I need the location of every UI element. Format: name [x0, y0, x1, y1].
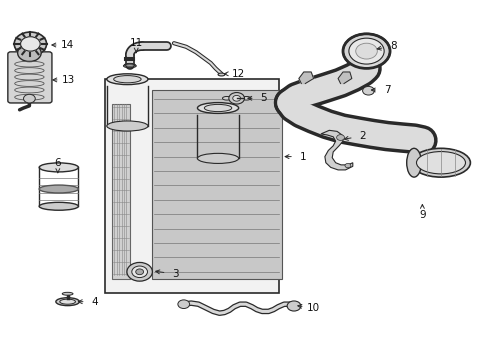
- Text: 8: 8: [390, 41, 396, 51]
- Circle shape: [136, 269, 144, 275]
- Ellipse shape: [56, 298, 79, 306]
- Ellipse shape: [218, 73, 225, 76]
- Bar: [152, 90, 282, 279]
- Circle shape: [18, 44, 41, 62]
- Ellipse shape: [39, 163, 78, 172]
- Circle shape: [349, 38, 384, 64]
- Ellipse shape: [407, 148, 421, 177]
- Text: 11: 11: [129, 38, 143, 48]
- Ellipse shape: [124, 63, 135, 66]
- Circle shape: [356, 43, 377, 59]
- Ellipse shape: [60, 299, 75, 304]
- Text: 3: 3: [172, 269, 178, 279]
- Circle shape: [233, 95, 241, 101]
- Ellipse shape: [416, 152, 466, 174]
- Text: 1: 1: [299, 152, 306, 162]
- Text: 6: 6: [54, 158, 61, 168]
- Text: 14: 14: [61, 40, 74, 50]
- Circle shape: [21, 37, 40, 51]
- Polygon shape: [338, 72, 352, 84]
- Text: 9: 9: [419, 210, 426, 220]
- Text: 4: 4: [91, 297, 98, 307]
- Ellipse shape: [39, 202, 78, 210]
- Text: 13: 13: [62, 75, 75, 85]
- Circle shape: [345, 163, 351, 168]
- Text: 2: 2: [359, 131, 366, 141]
- Circle shape: [178, 300, 190, 309]
- Text: 10: 10: [307, 303, 320, 313]
- Text: 5: 5: [260, 93, 267, 103]
- Circle shape: [343, 34, 390, 68]
- Ellipse shape: [222, 96, 231, 100]
- Ellipse shape: [412, 148, 470, 177]
- Circle shape: [132, 266, 147, 278]
- Circle shape: [14, 32, 47, 56]
- Ellipse shape: [197, 153, 239, 163]
- Ellipse shape: [62, 292, 73, 295]
- Circle shape: [24, 94, 35, 103]
- Text: 12: 12: [231, 69, 245, 79]
- FancyBboxPatch shape: [8, 52, 52, 103]
- Ellipse shape: [204, 104, 232, 112]
- Text: 7: 7: [384, 85, 391, 95]
- Circle shape: [337, 135, 344, 140]
- Ellipse shape: [197, 103, 239, 113]
- Polygon shape: [299, 72, 314, 84]
- Ellipse shape: [114, 76, 141, 83]
- Bar: [105, 79, 279, 293]
- Ellipse shape: [107, 121, 148, 131]
- Ellipse shape: [107, 74, 148, 85]
- Circle shape: [229, 93, 245, 104]
- Ellipse shape: [39, 185, 78, 193]
- Circle shape: [127, 262, 152, 281]
- Circle shape: [287, 301, 301, 311]
- Ellipse shape: [242, 96, 251, 100]
- Polygon shape: [321, 130, 353, 170]
- Bar: [112, 104, 130, 279]
- Circle shape: [363, 86, 374, 95]
